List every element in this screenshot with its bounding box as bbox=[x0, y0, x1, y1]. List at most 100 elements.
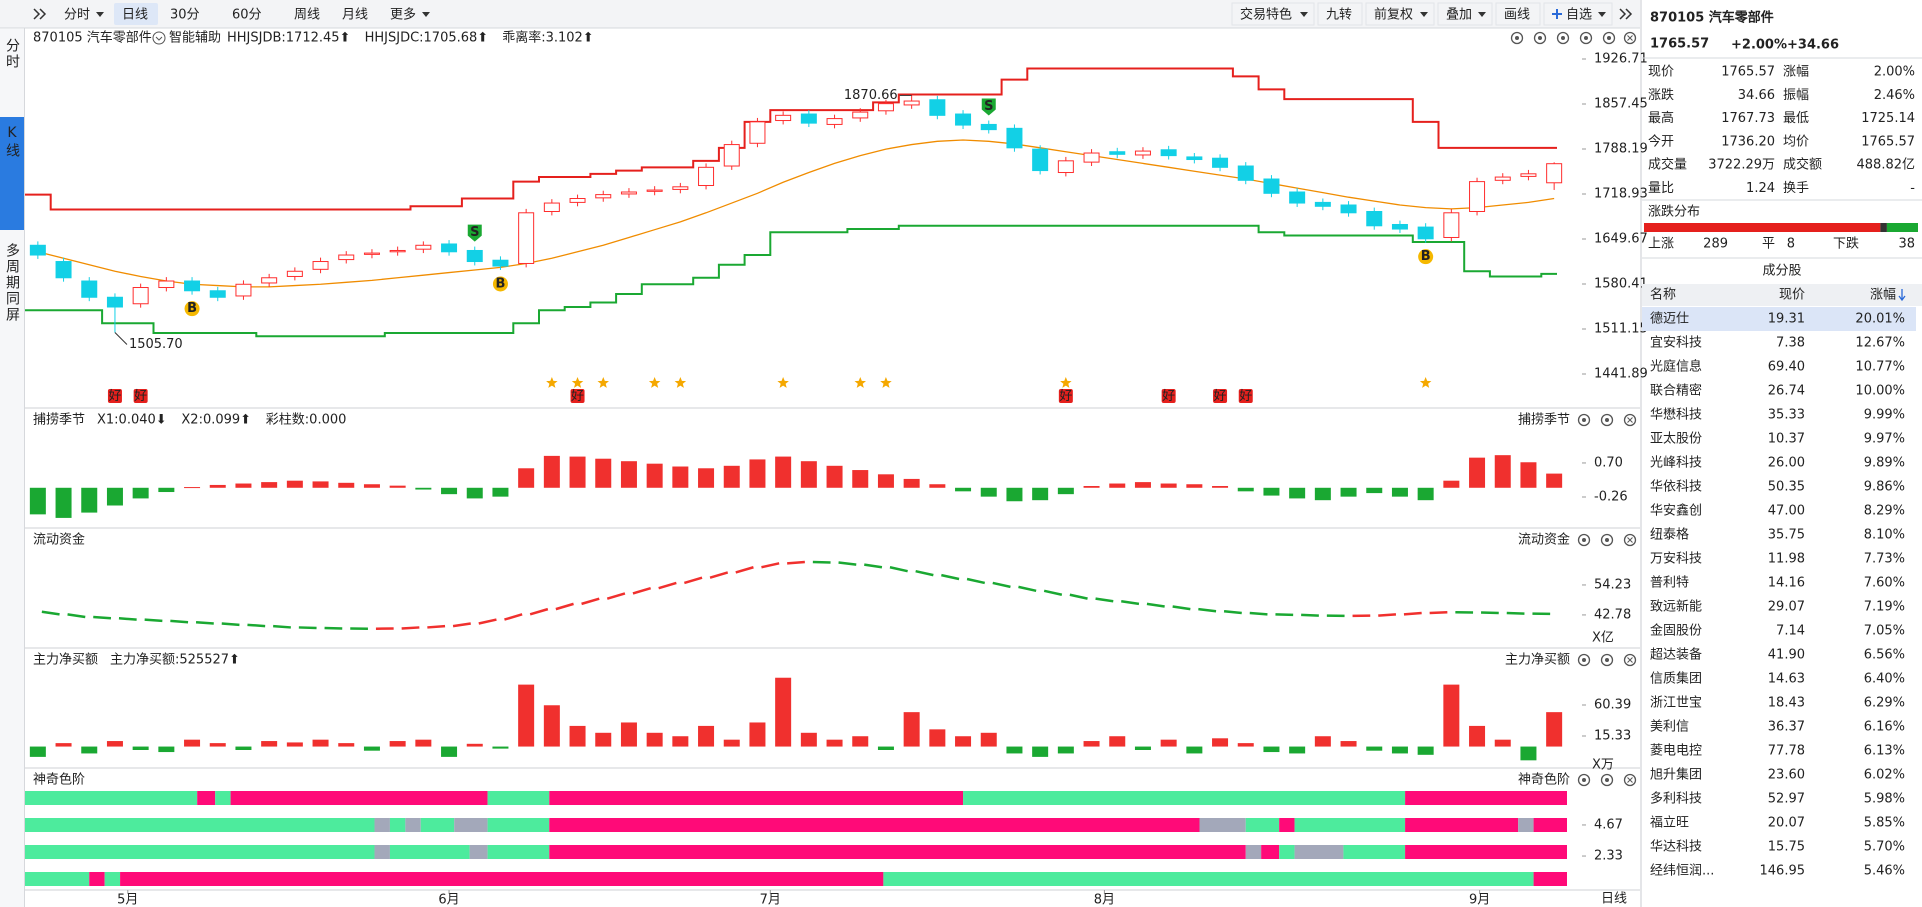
stock-name[interactable]: 超达装备 bbox=[1650, 647, 1702, 663]
stock-name[interactable]: 华达科技 bbox=[1650, 840, 1702, 855]
settings-icon[interactable] bbox=[1577, 533, 1591, 547]
stock-name[interactable]: 金固股份 bbox=[1650, 623, 1702, 639]
stock-name[interactable]: 浙江世宝 bbox=[1650, 696, 1702, 711]
column-header[interactable]: 涨幅 bbox=[1870, 288, 1896, 303]
toolbar-label[interactable]: 交易特色 bbox=[1240, 7, 1292, 23]
stock-name[interactable]: 经纬恒润... bbox=[1650, 864, 1714, 879]
stock-name[interactable]: 光峰科技 bbox=[1650, 456, 1702, 471]
stock-name[interactable]: 信质集团 bbox=[1650, 671, 1702, 687]
toolbar-label[interactable]: 更多 bbox=[390, 7, 416, 23]
stock-name[interactable]: 联合精密 bbox=[1650, 383, 1702, 399]
y-tick-label: 42.78 bbox=[1594, 607, 1631, 622]
toolbar-button[interactable] bbox=[1543, 2, 1613, 26]
settings-icon[interactable] bbox=[1600, 653, 1614, 667]
toolbar-button[interactable] bbox=[1437, 2, 1493, 26]
bar bbox=[441, 487, 458, 495]
star-marker bbox=[854, 377, 866, 388]
good-label: 好 bbox=[108, 389, 121, 404]
stock-name[interactable]: 光庭信息 bbox=[1650, 359, 1702, 375]
color-band bbox=[1343, 845, 1406, 859]
close-icon[interactable] bbox=[1623, 533, 1637, 547]
bar bbox=[775, 677, 792, 747]
toolbar-button[interactable] bbox=[1231, 2, 1315, 26]
expand-icon[interactable] bbox=[1619, 8, 1633, 20]
stock-price: 14.16 bbox=[1768, 576, 1805, 591]
bar bbox=[852, 736, 869, 747]
color-band bbox=[1405, 845, 1567, 859]
settings-icon[interactable] bbox=[1577, 773, 1591, 787]
stock-change: 6.13% bbox=[1864, 744, 1905, 759]
stock-name[interactable]: 旭升集团 bbox=[1650, 767, 1702, 783]
side-tab-label[interactable]: K线 bbox=[4, 125, 20, 159]
bar bbox=[800, 732, 817, 747]
toolbar-label[interactable]: 分时 bbox=[64, 8, 90, 23]
toolbar-label[interactable]: 叠加 bbox=[1446, 8, 1472, 23]
close-icon[interactable] bbox=[1623, 653, 1637, 667]
settings-icon[interactable] bbox=[1510, 31, 1524, 45]
toolbar-label[interactable]: 前复权 bbox=[1374, 7, 1413, 23]
settings-icon[interactable] bbox=[1577, 653, 1591, 667]
column-header[interactable]: 现价 bbox=[1779, 288, 1805, 303]
stock-name[interactable]: 德迈仕 bbox=[1650, 312, 1689, 327]
stock-name[interactable]: 纽泰格 bbox=[1650, 527, 1689, 543]
toolbar-label[interactable]: 自选 bbox=[1566, 8, 1592, 23]
flow-segment bbox=[632, 586, 652, 595]
side-tab-label[interactable]: 分时 bbox=[4, 38, 20, 70]
settings-icon[interactable] bbox=[1579, 31, 1593, 45]
close-icon[interactable] bbox=[1623, 773, 1637, 787]
bar bbox=[955, 487, 972, 492]
toolbar-label[interactable]: 月线 bbox=[342, 8, 368, 23]
color-band bbox=[230, 791, 488, 805]
settings-icon[interactable] bbox=[1600, 413, 1614, 427]
toolbar-button[interactable] bbox=[1317, 2, 1363, 26]
settings-icon[interactable] bbox=[1600, 533, 1614, 547]
stock-name[interactable]: 万安科技 bbox=[1650, 552, 1702, 567]
toolbar-label[interactable]: 周线 bbox=[294, 8, 320, 23]
bar bbox=[29, 746, 46, 757]
color-band bbox=[89, 872, 105, 886]
quote-value: 2.00% bbox=[1874, 65, 1915, 80]
close-icon[interactable] bbox=[1623, 31, 1637, 45]
flow-segment bbox=[1481, 611, 1499, 615]
settings-icon[interactable] bbox=[1533, 31, 1547, 45]
stock-name[interactable]: 华安鑫创 bbox=[1650, 503, 1702, 519]
toolbar-label[interactable]: 60分 bbox=[232, 8, 262, 23]
stock-name[interactable]: 华懋科技 bbox=[1650, 407, 1702, 423]
stock-name[interactable]: 普利特 bbox=[1650, 576, 1689, 591]
stock-name[interactable]: 宜安科技 bbox=[1650, 336, 1702, 351]
toolbar-button[interactable] bbox=[114, 3, 158, 25]
settings-icon[interactable] bbox=[1602, 31, 1616, 45]
collapse-icon[interactable] bbox=[33, 8, 47, 20]
toolbar-button[interactable] bbox=[1495, 2, 1541, 26]
candle-body bbox=[1083, 152, 1100, 163]
stock-name[interactable]: 亚太股份 bbox=[1650, 432, 1702, 447]
close-glyph bbox=[1627, 417, 1633, 423]
settings-icon[interactable] bbox=[1600, 773, 1614, 787]
flow-segment bbox=[992, 581, 1011, 589]
candle-body bbox=[106, 296, 123, 308]
color-band bbox=[1533, 872, 1567, 886]
stock-name[interactable]: 福立旺 bbox=[1650, 816, 1689, 831]
flow-segment bbox=[581, 597, 600, 606]
toolbar-button[interactable] bbox=[1365, 2, 1435, 26]
settings-icon[interactable] bbox=[1556, 31, 1570, 45]
toolbar-label[interactable]: 画线 bbox=[1504, 8, 1530, 23]
selected-row bbox=[1642, 307, 1916, 331]
stock-name[interactable]: 多利科技 bbox=[1650, 791, 1702, 807]
settings-icon[interactable] bbox=[1577, 413, 1591, 427]
close-icon[interactable] bbox=[1623, 413, 1637, 427]
toolbar-label[interactable]: 30分 bbox=[170, 8, 200, 23]
quote-value: 1736.20 bbox=[1721, 134, 1775, 149]
toolbar-label[interactable]: 九转 bbox=[1326, 8, 1352, 23]
side-tab-label[interactable]: 多周期同屏 bbox=[4, 242, 20, 323]
stock-name[interactable]: 致远新能 bbox=[1650, 599, 1702, 615]
stock-name[interactable]: 美利信 bbox=[1650, 720, 1689, 735]
stock-name[interactable]: 华依科技 bbox=[1650, 480, 1702, 495]
x-tick-label: 7月 bbox=[760, 893, 781, 907]
assist-label[interactable]: 智能辅助 bbox=[169, 31, 221, 46]
side-tab[interactable] bbox=[0, 117, 24, 230]
color-band bbox=[549, 818, 1200, 832]
stock-name[interactable]: 菱电电控 bbox=[1650, 744, 1702, 759]
toolbar-label[interactable]: 日线 bbox=[122, 8, 148, 23]
assist-icon[interactable] bbox=[152, 31, 166, 45]
